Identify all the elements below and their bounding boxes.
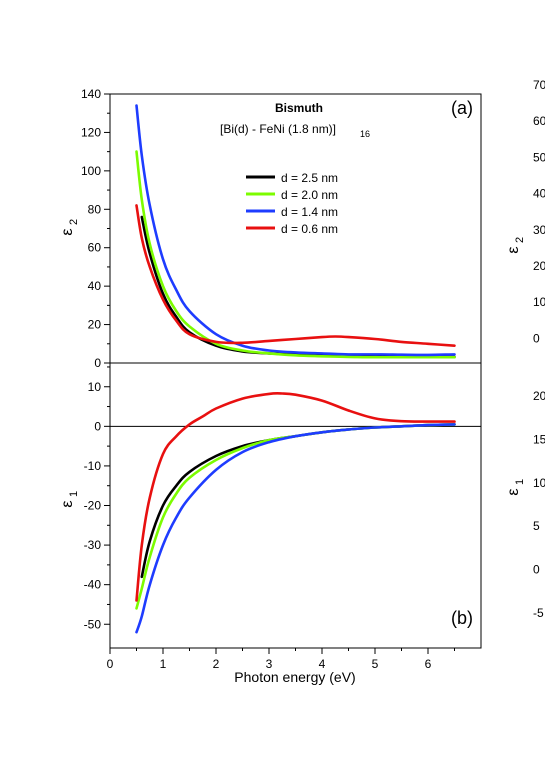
legend-label: d = 0.6 nm <box>281 222 338 236</box>
y-tick-label: 60 <box>88 241 102 255</box>
cutoff-bottom-tick-label: 15 <box>533 432 545 446</box>
panel-a-y-ticks: 0 20 40 60 80 100 120 140 <box>81 87 110 370</box>
ylabel-base: ε <box>59 228 76 235</box>
cutoff-bottom-tick-label: 5 <box>533 519 540 533</box>
ylabel-sub: 1 <box>514 479 526 485</box>
chart-subtitle-subscript: 16 <box>360 129 370 139</box>
series-line-eps1-3 <box>135 391 456 602</box>
x-axis-label: Photon energy (eV) <box>234 669 355 685</box>
x-tick-label: 6 <box>425 657 432 671</box>
chart-title: Bismuth <box>275 101 323 115</box>
cutoff-top-tick-label: 50 <box>533 150 545 164</box>
x-tick-label: 4 <box>319 657 326 671</box>
cutoff-top-tick-label: 20 <box>533 259 545 273</box>
cutoff-top-tick-label: 60 <box>533 114 545 128</box>
panel-b: -50 -40 -30 -20 -10 0 10 0 1 2 3 4 5 6 (b) Photon en… <box>59 362 482 685</box>
y-tick-label: 0 <box>94 356 101 370</box>
y-tick-label: 0 <box>94 419 101 433</box>
y-tick-label: 120 <box>81 125 101 139</box>
panel-b-frame <box>109 362 482 649</box>
x-tick-label: 1 <box>160 657 167 671</box>
y-tick-label: -30 <box>84 538 102 552</box>
y-tick-label: 80 <box>88 202 102 216</box>
series-line-eps2-2 <box>135 104 456 357</box>
y-tick-label: 10 <box>88 380 102 394</box>
ylabel-base: ε <box>505 488 522 495</box>
y-tick-label: 40 <box>88 279 102 293</box>
x-tick-label: 2 <box>213 657 220 671</box>
cutoff-top-tick-label: 30 <box>533 223 545 237</box>
y-axis-label-epsilon2: ε 2 <box>59 219 80 236</box>
series-line-eps1-2 <box>135 423 456 634</box>
panel-a: 0 20 40 60 80 100 120 140 Bismuth [Bi(d) - FeNi… <box>59 87 482 370</box>
y-tick-label: -40 <box>84 578 102 592</box>
series-line-eps2-0 <box>140 215 456 359</box>
cutoff-top-tick-label: 40 <box>533 187 545 201</box>
series-line-eps1-1 <box>135 423 456 610</box>
y-tick-label: -50 <box>84 617 102 631</box>
x-tick-label: 5 <box>372 657 379 671</box>
ylabel-sub: 2 <box>68 219 80 225</box>
panel-label-a: (a) <box>451 98 473 118</box>
y-axis-label-epsilon1: ε 1 <box>59 491 80 508</box>
cutoff-ylabel-top: ε 2 <box>505 237 526 254</box>
series-line-eps2-1 <box>135 150 456 359</box>
y-tick-label: 20 <box>88 318 102 332</box>
cutoff-bottom-tick-label: -5 <box>533 606 544 620</box>
cutoff-bottom-tick-label: 20 <box>533 389 545 403</box>
panel-b-curves <box>135 391 456 634</box>
ylabel-sub: 1 <box>68 491 80 497</box>
x-tick-label: 3 <box>266 657 273 671</box>
series-line-eps2-3 <box>135 204 456 347</box>
ylabel-sub: 2 <box>514 237 526 243</box>
chart-subtitle: [Bi(d) - FeNi (1.8 nm)] <box>220 122 336 136</box>
y-tick-label: 140 <box>81 87 101 101</box>
legend-label: d = 1.4 nm <box>281 205 338 219</box>
y-tick-label: -10 <box>84 459 102 473</box>
panel-b-y-ticks: -50 -40 -30 -20 -10 0 10 <box>84 366 110 631</box>
ylabel-base: ε <box>505 246 522 253</box>
cutoff-ylabel-bottom: ε 1 <box>505 479 526 496</box>
y-tick-label: 100 <box>81 164 101 178</box>
cutoff-top-tick-label: 0 <box>533 331 540 345</box>
legend-label: d = 2.5 nm <box>281 171 338 185</box>
legend: d = 2.5 nm d = 2.0 nm d = 1.4 nm d = 0.6 nm <box>246 171 338 236</box>
x-axis-ticks: 0 1 2 3 4 5 6 <box>107 648 455 671</box>
x-tick-label: 0 <box>107 657 114 671</box>
cutoff-bottom-tick-label: 0 <box>533 563 540 577</box>
ylabel-base: ε <box>59 500 76 507</box>
cutoff-top-tick-label: 10 <box>533 295 545 309</box>
panel-a-curves <box>135 104 456 359</box>
panel-label-b: (b) <box>451 608 473 628</box>
cutoff-bottom-tick-label: 10 <box>533 476 545 490</box>
y-tick-label: -20 <box>84 499 102 513</box>
legend-label: d = 2.0 nm <box>281 188 338 202</box>
cutoff-top-tick-label: 70 <box>533 78 545 92</box>
